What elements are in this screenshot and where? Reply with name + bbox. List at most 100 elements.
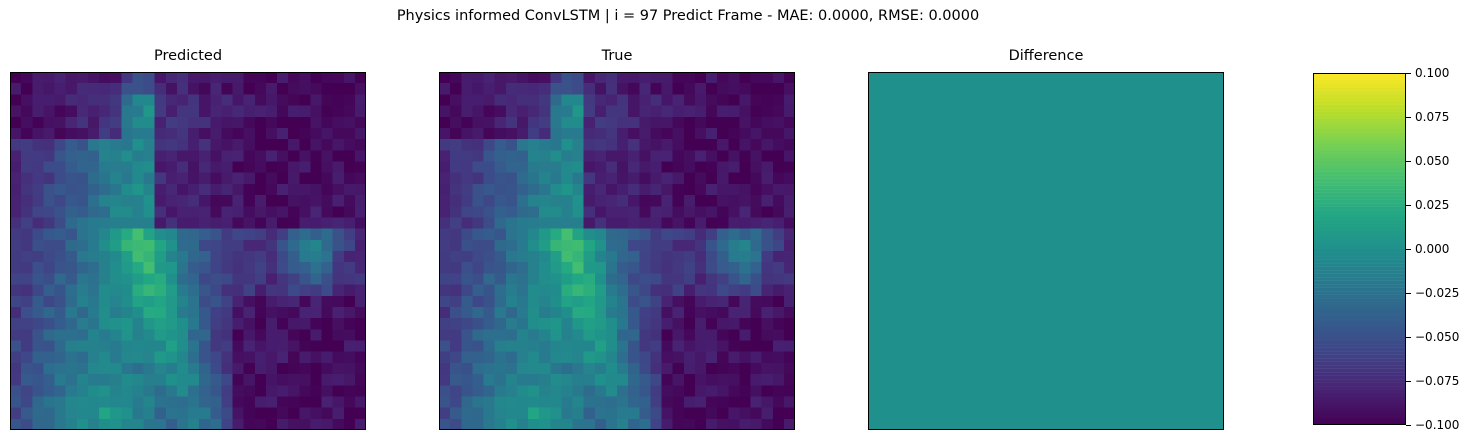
heatmap-cell xyxy=(661,72,673,84)
heatmap-cell xyxy=(254,385,267,397)
heatmap-cell xyxy=(243,116,255,129)
heatmap-cell xyxy=(572,284,584,296)
heatmap-cell xyxy=(99,306,111,319)
heatmap-cell xyxy=(516,284,529,296)
heatmap-cell xyxy=(672,362,684,375)
heatmap-cell xyxy=(650,217,662,229)
heatmap-cell xyxy=(165,318,178,330)
heatmap-cell xyxy=(728,139,740,151)
heatmap-cell xyxy=(461,116,473,129)
heatmap-cell xyxy=(199,329,211,341)
heatmap-cell xyxy=(628,228,640,241)
colorbar-band xyxy=(1313,347,1406,352)
heatmap-cell xyxy=(132,206,144,218)
heatmap-cell xyxy=(494,139,506,151)
heatmap-cell xyxy=(165,94,178,106)
heatmap-cell xyxy=(121,116,133,129)
heatmap-cell xyxy=(661,127,673,140)
heatmap-cell xyxy=(32,385,44,397)
heatmap-cell xyxy=(494,329,506,341)
heatmap-cell xyxy=(76,150,89,162)
colorbar-band xyxy=(1313,249,1406,253)
heatmap-cell xyxy=(199,262,211,274)
heatmap-cell xyxy=(539,374,551,386)
heatmap-cell xyxy=(21,407,33,420)
heatmap-cell xyxy=(450,150,462,162)
heatmap-cell xyxy=(110,273,122,285)
heatmap-cell xyxy=(572,385,584,397)
heatmap-cell xyxy=(165,127,178,140)
heatmap-cell xyxy=(728,284,740,296)
heatmap-cell xyxy=(639,351,651,364)
heatmap-cell xyxy=(165,195,178,207)
heatmap-cell xyxy=(772,150,785,162)
heatmap-cell xyxy=(288,239,300,252)
heatmap-cell xyxy=(321,362,333,375)
heatmap-cell xyxy=(483,94,495,106)
heatmap-cell xyxy=(343,139,356,151)
heatmap-cell xyxy=(332,161,344,173)
heatmap-cell xyxy=(461,105,473,117)
heatmap-cell xyxy=(254,351,267,364)
heatmap-cell xyxy=(354,116,366,129)
colorbar-band xyxy=(1313,368,1406,373)
heatmap-cell xyxy=(706,206,718,218)
heatmap-cell xyxy=(21,295,33,308)
heatmap-cell xyxy=(572,374,584,386)
heatmap-cell xyxy=(221,94,233,106)
heatmap-cell xyxy=(288,172,300,185)
heatmap-cell xyxy=(99,351,111,364)
heatmap-cell xyxy=(332,418,344,430)
heatmap-cell xyxy=(332,374,344,386)
colorbar-tick-label: −0.100 xyxy=(1415,418,1460,432)
heatmap-cell xyxy=(594,217,607,229)
heatmap-cell xyxy=(65,94,77,106)
heatmap-cell xyxy=(76,116,89,129)
heatmap-cell xyxy=(539,161,551,173)
heatmap-cell xyxy=(461,351,473,364)
heatmap-cell xyxy=(528,206,540,218)
heatmap-cell xyxy=(332,139,344,151)
heatmap-cell xyxy=(706,329,718,341)
heatmap-cell xyxy=(483,362,495,375)
heatmap-cell xyxy=(210,318,222,330)
heatmap-cell xyxy=(243,127,255,140)
heatmap-cell xyxy=(132,217,144,229)
heatmap-cell xyxy=(288,262,300,274)
heatmap-cell xyxy=(717,116,729,129)
heatmap-cell xyxy=(43,183,55,196)
heatmap-cell xyxy=(299,195,311,207)
heatmap-cell xyxy=(299,295,311,308)
heatmap-cell xyxy=(265,251,278,263)
heatmap-cell xyxy=(232,150,244,162)
heatmap-cell xyxy=(494,374,506,386)
heatmap-cell xyxy=(154,116,166,129)
heatmap-cell xyxy=(450,273,462,285)
heatmap-cell xyxy=(32,161,44,173)
heatmap-cell xyxy=(43,172,55,185)
heatmap-cell xyxy=(550,418,562,430)
colorbar-tick-mark xyxy=(1406,293,1411,294)
heatmap-cell xyxy=(154,284,166,296)
heatmap-cell xyxy=(683,385,696,397)
heatmap-cell xyxy=(450,127,462,140)
heatmap-cell xyxy=(154,306,166,319)
heatmap-cell xyxy=(561,195,573,207)
heatmap-cell xyxy=(110,362,122,375)
heatmap-cell xyxy=(76,161,89,173)
heatmap-cell xyxy=(550,161,562,173)
heatmap-cell xyxy=(310,206,322,218)
heatmap-cell xyxy=(354,72,366,84)
heatmap-cell xyxy=(299,239,311,252)
heatmap-cell xyxy=(10,396,22,408)
heatmap-cell xyxy=(483,228,495,241)
heatmap-cell xyxy=(706,306,718,319)
heatmap-cell xyxy=(483,340,495,352)
heatmap-cell xyxy=(450,418,462,430)
heatmap-cell xyxy=(10,385,22,397)
heatmap-cell xyxy=(750,318,762,330)
heatmap-cell xyxy=(221,105,233,117)
heatmap-cell xyxy=(32,284,44,296)
heatmap-cell xyxy=(494,362,506,375)
heatmap-cell xyxy=(121,362,133,375)
